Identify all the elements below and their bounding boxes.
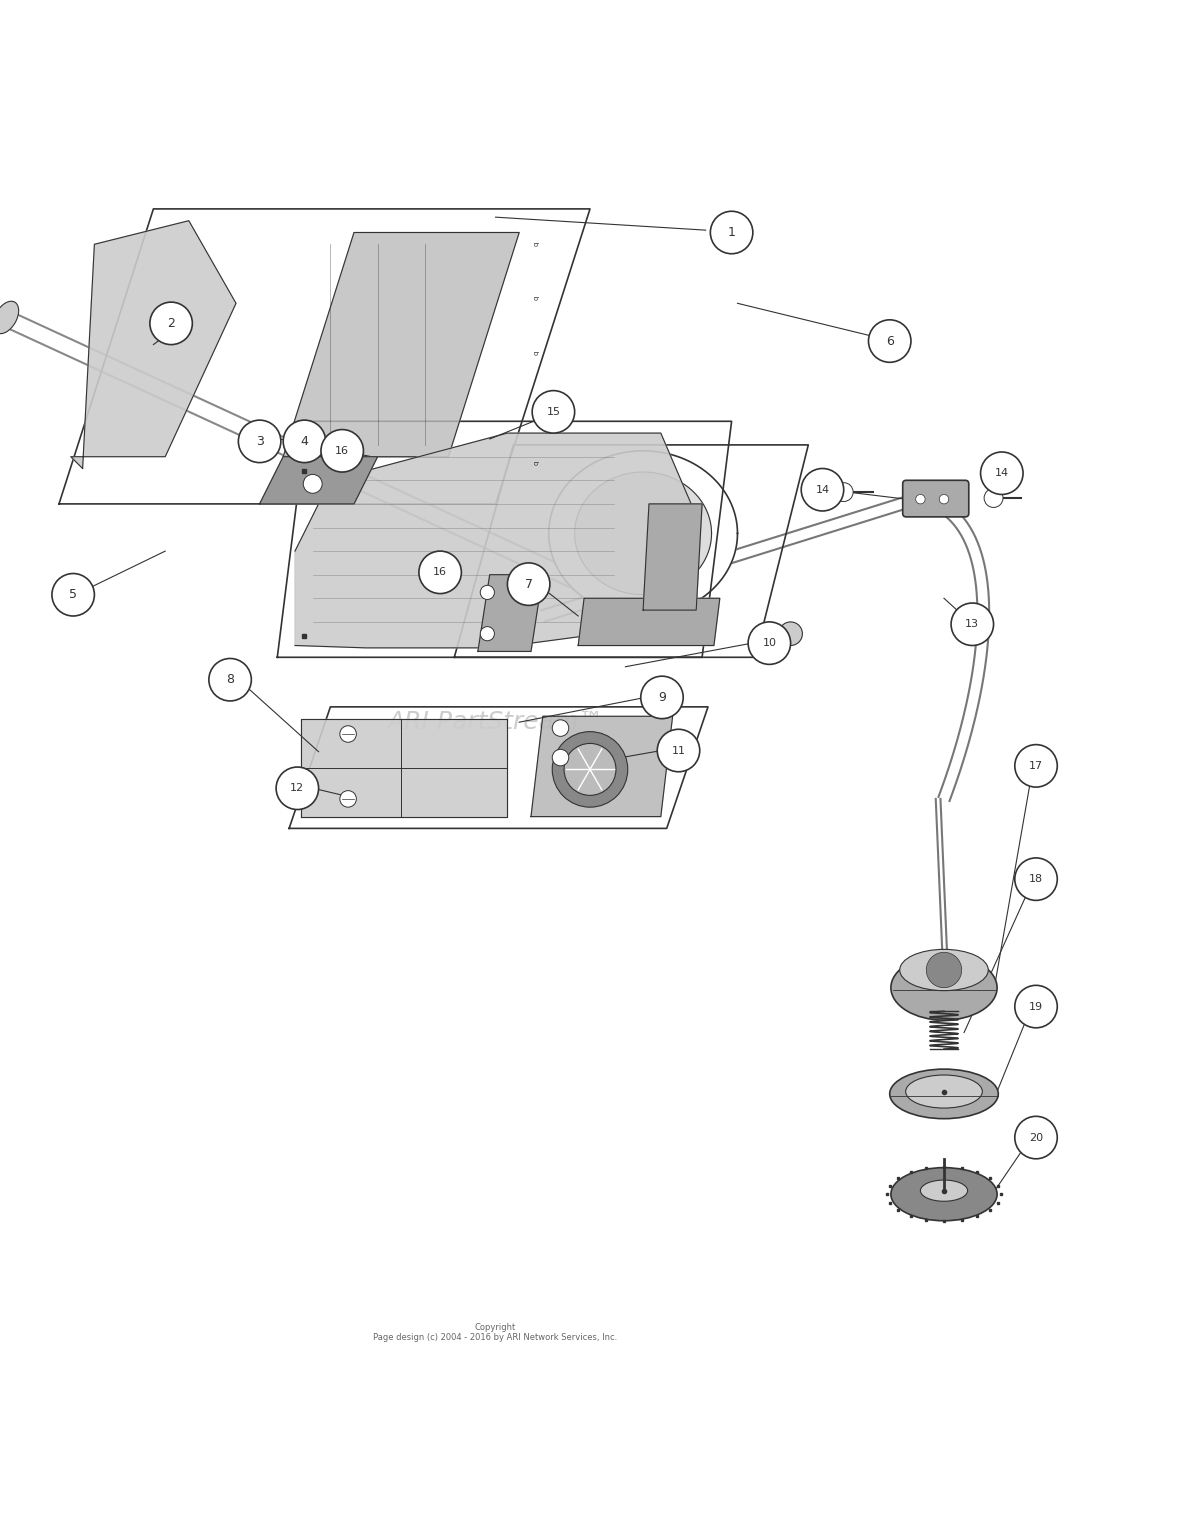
Ellipse shape (920, 1180, 968, 1202)
Text: q: q (533, 243, 540, 246)
Circle shape (801, 469, 844, 512)
Polygon shape (531, 716, 673, 817)
Text: q: q (533, 408, 540, 412)
Ellipse shape (899, 950, 989, 991)
Text: 19: 19 (1029, 1002, 1043, 1011)
Text: 14: 14 (815, 484, 830, 495)
Circle shape (507, 563, 550, 605)
Text: 13: 13 (965, 620, 979, 629)
Polygon shape (71, 221, 236, 469)
Circle shape (303, 475, 322, 493)
Text: 20: 20 (1029, 1133, 1043, 1142)
Circle shape (868, 319, 911, 362)
Text: q: q (533, 461, 540, 464)
Polygon shape (295, 434, 696, 647)
Polygon shape (301, 719, 507, 817)
Circle shape (939, 495, 949, 504)
Text: 12: 12 (290, 783, 304, 794)
Text: 14: 14 (995, 469, 1009, 478)
Circle shape (340, 791, 356, 808)
Text: 16: 16 (433, 568, 447, 577)
Text: 7: 7 (525, 577, 532, 591)
Circle shape (552, 719, 569, 736)
Text: 9: 9 (658, 690, 666, 704)
Circle shape (419, 551, 461, 594)
Text: 2: 2 (168, 318, 175, 330)
Text: 11: 11 (671, 745, 686, 756)
Polygon shape (260, 457, 378, 504)
Circle shape (480, 585, 494, 600)
Circle shape (209, 658, 251, 701)
Circle shape (52, 574, 94, 615)
Circle shape (564, 744, 616, 796)
Text: 15: 15 (546, 406, 560, 417)
Text: 16: 16 (335, 446, 349, 455)
Polygon shape (578, 599, 720, 646)
Circle shape (480, 626, 494, 641)
Circle shape (951, 603, 994, 646)
Text: ARI PartStream™: ARI PartStream™ (387, 710, 604, 734)
Ellipse shape (891, 1168, 997, 1220)
Text: 8: 8 (227, 673, 234, 686)
Circle shape (926, 953, 962, 988)
Text: 17: 17 (1029, 760, 1043, 771)
Circle shape (1015, 1116, 1057, 1159)
Circle shape (916, 495, 925, 504)
FancyBboxPatch shape (903, 481, 969, 516)
Text: q: q (533, 295, 540, 299)
Circle shape (657, 730, 700, 771)
Circle shape (532, 391, 575, 434)
Circle shape (748, 621, 791, 664)
Text: 4: 4 (301, 435, 308, 447)
Circle shape (552, 731, 628, 808)
Polygon shape (549, 450, 738, 615)
Circle shape (1015, 745, 1057, 786)
Polygon shape (478, 574, 543, 652)
Circle shape (283, 420, 326, 463)
Text: 18: 18 (1029, 873, 1043, 884)
Text: 5: 5 (70, 588, 77, 602)
Circle shape (834, 483, 853, 501)
Polygon shape (283, 232, 519, 457)
Ellipse shape (890, 1069, 998, 1119)
Ellipse shape (906, 1075, 982, 1109)
Circle shape (276, 767, 319, 809)
Text: 3: 3 (256, 435, 263, 447)
Text: 10: 10 (762, 638, 776, 647)
Polygon shape (643, 504, 702, 611)
Circle shape (552, 750, 569, 767)
Text: q: q (533, 351, 540, 356)
Circle shape (779, 621, 802, 646)
Text: 1: 1 (728, 226, 735, 240)
Circle shape (641, 676, 683, 719)
Ellipse shape (891, 956, 997, 1020)
Circle shape (1015, 985, 1057, 1028)
Text: Copyright
Page design (c) 2004 - 2016 by ARI Network Services, Inc.: Copyright Page design (c) 2004 - 2016 by… (374, 1322, 617, 1342)
Text: 6: 6 (886, 334, 893, 348)
Circle shape (981, 452, 1023, 495)
Circle shape (150, 302, 192, 345)
Circle shape (984, 489, 1003, 507)
Circle shape (238, 420, 281, 463)
Circle shape (321, 429, 363, 472)
Circle shape (1015, 858, 1057, 901)
Polygon shape (575, 472, 712, 594)
Circle shape (710, 211, 753, 253)
Circle shape (340, 725, 356, 742)
Ellipse shape (0, 301, 19, 334)
